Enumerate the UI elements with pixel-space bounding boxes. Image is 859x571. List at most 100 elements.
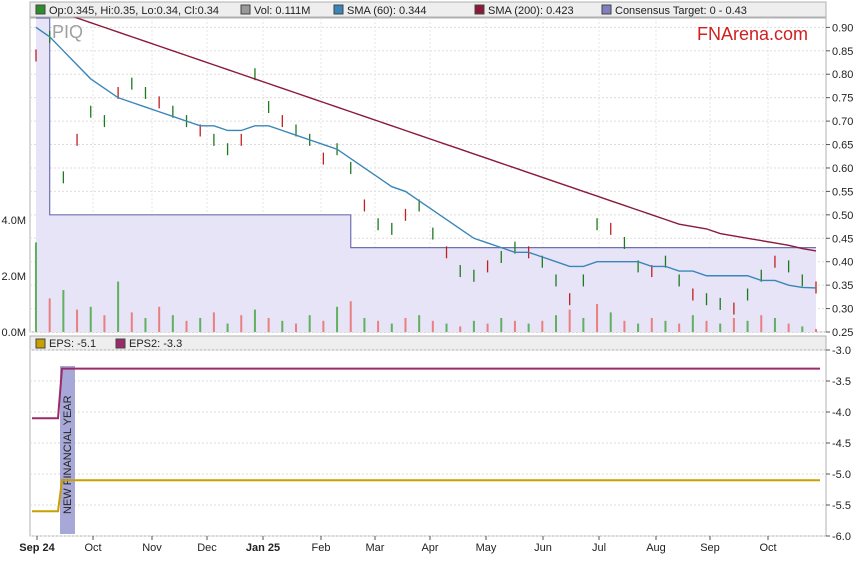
x-tick-label: Apr	[421, 542, 438, 554]
price-y-tick-label: 0.55	[832, 186, 853, 198]
price-y-tick-label: 0.90	[832, 22, 853, 34]
price-y-tick-label: 0.85	[832, 46, 853, 58]
volume-bar	[486, 323, 489, 332]
eps-y-tick-label: -6.0	[832, 531, 851, 543]
volume-bar	[801, 326, 804, 332]
volume-bar	[773, 318, 776, 332]
volume-bar	[732, 318, 735, 332]
eps-legend-label: EPS2: -3.3	[129, 338, 182, 350]
x-tick-label: May	[476, 542, 497, 554]
eps-y-ticks: -3.0 -3.5 -4.0 -4.5 -5.0 -5.5 -6.0	[826, 345, 851, 543]
price-y-tick-label: 0.60	[832, 163, 853, 175]
volume-bars	[35, 242, 817, 332]
eps-y-tick-label: -3.5	[832, 376, 851, 388]
volume-bar	[76, 309, 79, 332]
volume-bar	[390, 323, 393, 332]
price-y-tick-label: 0.25	[832, 327, 853, 339]
legend-swatch	[240, 4, 251, 15]
volume-tick-label: 0.0M	[2, 327, 26, 339]
volume-bar	[89, 306, 92, 332]
eps-lines	[32, 367, 820, 513]
eps-y-tick-label: -5.0	[832, 469, 851, 481]
legend-label: Consensus Target: 0 - 0.43	[615, 5, 747, 17]
volume-bar	[130, 312, 133, 332]
volume-bar	[582, 318, 585, 332]
volume-bar	[568, 309, 571, 332]
x-tick-label: Mar	[366, 542, 385, 554]
volume-bar	[336, 306, 339, 332]
volume-bar	[171, 315, 174, 332]
volume-bar	[404, 318, 407, 332]
legend-label: Op:0.345, Hi:0.35, Lo:0.34, Cl:0.34	[49, 5, 219, 17]
legend-swatch	[35, 4, 46, 15]
legend-swatch	[474, 4, 485, 15]
volume-bar	[815, 328, 817, 332]
financial-year-label: NEW FINANCIAL YEAR	[62, 395, 74, 514]
volume-bar	[363, 318, 366, 332]
volume-bar	[240, 315, 243, 332]
price-y-tick-label: 0.40	[832, 257, 853, 269]
volume-bar	[103, 315, 106, 332]
x-tick-label: Dec	[197, 542, 217, 554]
volume-bar	[308, 315, 311, 332]
eps-line	[32, 479, 820, 513]
eps-legend-swatch	[115, 338, 126, 349]
volume-bar	[678, 323, 681, 332]
legend-label: SMA (60): 0.344	[347, 5, 427, 17]
volume-bar	[377, 320, 380, 332]
volume-bar	[418, 315, 421, 332]
price-y-tick-label: 0.65	[832, 140, 853, 152]
volume-bar	[596, 304, 599, 332]
price-y-tick-label: 0.70	[832, 116, 853, 128]
eps-y-tick-label: -4.5	[832, 438, 851, 450]
consensus-target-fill	[36, 18, 816, 332]
price-y-tick-label: 0.35	[832, 280, 853, 292]
consensus-target-line	[36, 17, 816, 249]
volume-bar	[322, 320, 325, 332]
volume-bar	[705, 320, 708, 332]
volume-bar	[637, 323, 640, 332]
volume-bar	[226, 323, 229, 332]
volume-bar	[431, 320, 434, 332]
ticker-label: PIQ	[52, 22, 83, 42]
volume-bar	[500, 318, 503, 332]
x-tick-label: Aug	[646, 542, 666, 554]
volume-bar	[472, 320, 475, 332]
eps-legend-label: EPS: -5.1	[49, 338, 96, 350]
eps-line	[32, 367, 820, 420]
sma-line	[35, 3, 817, 252]
financial-year-marker	[60, 366, 75, 534]
volume-bar	[349, 301, 352, 332]
volume-bar	[555, 315, 557, 332]
x-tick-label: Jan 25	[246, 542, 280, 554]
volume-bar	[691, 315, 694, 332]
legend-bar	[29, 1, 827, 18]
x-tick-label: Sep 24	[19, 542, 55, 554]
price-y-tick-label: 0.75	[832, 93, 853, 105]
volume-tick-label: 2.0M	[2, 271, 26, 283]
eps-grid	[30, 349, 826, 537]
volume-bar	[664, 320, 667, 332]
volume-bar	[35, 242, 37, 332]
volume-bar	[62, 290, 65, 332]
price-lines	[35, 3, 817, 315]
volume-bar	[650, 318, 653, 332]
consensus-target-area	[36, 17, 816, 332]
x-tick-label: Sep	[700, 542, 720, 554]
volume-bar	[281, 320, 284, 332]
volume-bar	[158, 306, 161, 332]
legend-swatch	[601, 4, 612, 15]
eps-legend-swatch	[35, 338, 46, 349]
price-y-ticks: 0.25 0.30 0.35 0.40 0.45 0.50 0.55 0.60 0.65 0.70…	[826, 22, 853, 339]
volume-bar	[199, 318, 202, 332]
volume-bar	[787, 323, 790, 332]
eps-legend: EPS: -5.1 EPS2: -3.3	[35, 338, 182, 350]
volume-bar	[185, 320, 188, 332]
volume-bar	[459, 326, 462, 332]
x-axis-ticks: Sep 24 Oct Nov Dec Jan 25 Feb Mar Apr May Jun Jul A…	[19, 536, 777, 554]
legend-swatch	[333, 4, 344, 15]
volume-tick-label: 4.0M	[2, 215, 26, 227]
x-tick-label: Oct	[84, 542, 101, 554]
